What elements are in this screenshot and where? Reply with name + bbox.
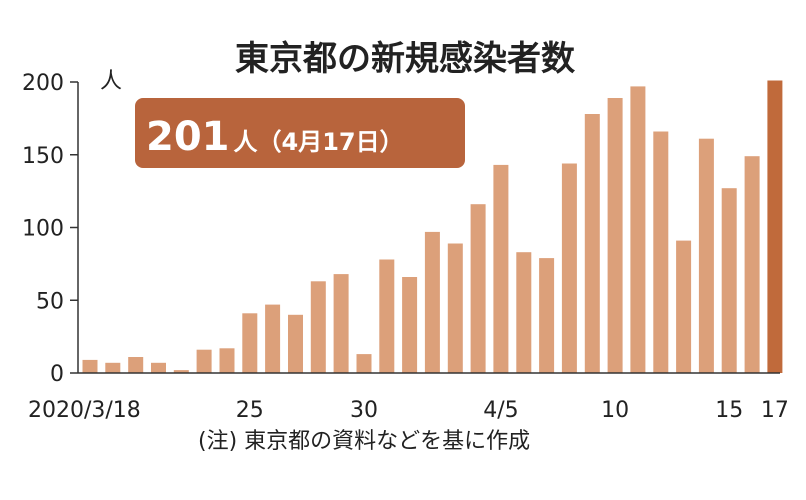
x-tick-label: 15 — [715, 398, 743, 423]
bar-3 — [151, 362, 166, 373]
value-callout: 201 人（4月17日） — [135, 98, 465, 168]
x-tick-label: 30 — [350, 398, 378, 423]
bar-28 — [721, 188, 737, 373]
y-tick-label: 200 — [22, 71, 64, 96]
x-axis: 2020/3/18 25 30 4/5 10 15 17 — [28, 372, 789, 423]
bar-12 — [356, 354, 372, 373]
bar-25 — [653, 131, 669, 373]
bar-15 — [424, 231, 440, 373]
bar-18 — [493, 164, 509, 373]
bar-7 — [242, 313, 258, 373]
bars-group — [82, 80, 783, 374]
y-tick-label: 100 — [22, 217, 64, 242]
x-tick-label: 25 — [236, 398, 264, 423]
bar-14 — [402, 277, 418, 373]
bar-5 — [196, 349, 212, 373]
bar-19 — [516, 252, 532, 373]
callout-suffix: 人（4月17日） — [234, 128, 404, 156]
bar-10 — [310, 281, 326, 373]
chart-title: 東京都の新規感染者数 — [235, 39, 575, 79]
x-tick-label: 10 — [601, 398, 629, 423]
bar-30 — [767, 80, 783, 373]
bar-16 — [447, 243, 463, 373]
bar-2 — [128, 357, 144, 373]
source-note: (注) 東京都の資料などを基に作成 — [198, 429, 530, 454]
bar-13 — [379, 259, 395, 373]
x-tick-label: 17 — [761, 398, 789, 423]
bar-24 — [630, 86, 646, 374]
bar-27 — [698, 138, 714, 373]
y-tick-label: 0 — [50, 362, 64, 387]
y-axis: 0 50 100 150 200 — [22, 71, 79, 387]
bar-4 — [173, 370, 189, 373]
bar-21 — [561, 163, 577, 373]
x-tick-label: 2020/3/18 — [28, 398, 141, 423]
bar-20 — [539, 258, 555, 373]
callout-background — [135, 98, 465, 168]
callout-value: 201 — [146, 114, 230, 160]
bar-0 — [82, 359, 98, 373]
bar-1 — [105, 362, 121, 373]
x-tick-label: 4/5 — [483, 398, 518, 423]
bar-26 — [676, 240, 692, 373]
y-tick-label: 150 — [22, 144, 64, 169]
y-axis-unit: 人 — [100, 69, 122, 94]
bar-9 — [288, 314, 303, 373]
bar-6 — [219, 348, 235, 373]
bar-29 — [744, 156, 760, 373]
bar-17 — [470, 204, 486, 373]
bar-8 — [265, 304, 281, 373]
callout-text: 201 人（4月17日） — [146, 114, 404, 160]
bar-22 — [584, 114, 600, 373]
y-tick-label: 50 — [36, 289, 64, 314]
bar-11 — [333, 274, 349, 373]
bar-23 — [607, 98, 623, 373]
